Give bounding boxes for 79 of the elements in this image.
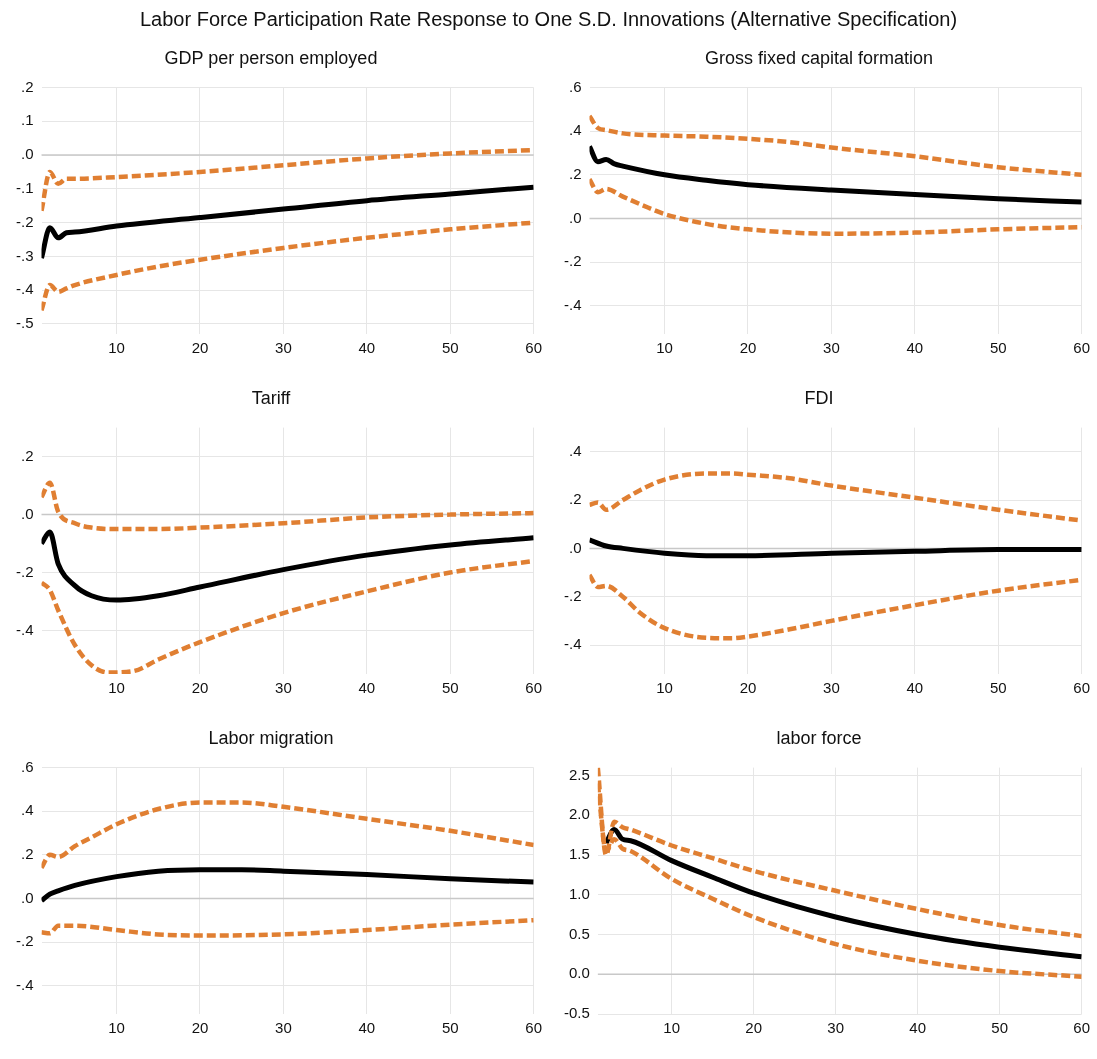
y-tick-label: 0.5 xyxy=(568,924,590,942)
y-tick-label: .2 xyxy=(20,77,34,95)
x-tick-label: 60 xyxy=(525,1019,542,1037)
x-tick-label: 60 xyxy=(525,339,542,357)
y-tick-label: .4 xyxy=(568,121,582,139)
x-tick-label: 60 xyxy=(1073,1019,1090,1037)
y-tick-label: -.4 xyxy=(15,620,34,638)
y-tick-label: -.4 xyxy=(15,975,34,993)
x-tick-label: 20 xyxy=(191,1019,209,1037)
x-tick-label: 50 xyxy=(989,679,1007,697)
x-tick-label: 40 xyxy=(358,679,376,697)
y-tick-label: -.2 xyxy=(15,932,34,950)
x-tick-label: 30 xyxy=(275,679,292,697)
x-tick-label: 40 xyxy=(358,339,376,357)
x-tick-label: 40 xyxy=(906,339,924,357)
chart-title: Labor migration xyxy=(208,727,334,748)
y-tick-label: -.2 xyxy=(15,212,34,230)
y-tick-label: .2 xyxy=(568,164,582,182)
y-tick-label: .2 xyxy=(20,446,34,464)
y-tick-label: -.5 xyxy=(15,314,34,332)
y-tick-label: 1.0 xyxy=(568,884,590,902)
x-tick-label: 40 xyxy=(358,1019,376,1037)
y-tick-label: .0 xyxy=(568,538,582,556)
chart-title: GDP per person employed xyxy=(164,47,378,68)
y-tick-label: -.1 xyxy=(15,179,34,196)
x-tick-label: 10 xyxy=(663,1019,680,1037)
y-tick-label: .6 xyxy=(20,757,34,775)
y-tick-label: .2 xyxy=(20,844,34,862)
y-tick-label: .0 xyxy=(568,208,582,226)
y-tick-label: 2.0 xyxy=(568,805,590,823)
x-tick-label: 20 xyxy=(739,339,757,357)
x-tick-label: 60 xyxy=(525,679,542,697)
x-tick-label: 10 xyxy=(656,339,673,357)
x-tick-label: 60 xyxy=(1073,679,1090,697)
y-tick-label: -.4 xyxy=(563,635,582,653)
y-tick-label: .0 xyxy=(20,504,34,522)
x-tick-label: 50 xyxy=(441,679,459,697)
x-tick-label: 50 xyxy=(441,339,459,357)
x-tick-label: 30 xyxy=(823,339,840,357)
chart-title: labor force xyxy=(776,727,862,748)
x-tick-label: 30 xyxy=(827,1019,844,1037)
x-tick-label: 20 xyxy=(191,679,209,697)
chart-title: Tariff xyxy=(251,387,292,408)
x-tick-label: 30 xyxy=(275,339,292,357)
x-tick-label: 50 xyxy=(989,339,1007,357)
y-tick-label: .0 xyxy=(20,888,34,906)
y-tick-label: .1 xyxy=(20,111,34,129)
x-tick-label: 30 xyxy=(823,679,840,697)
y-tick-label: .2 xyxy=(568,490,582,508)
y-tick-label: -.2 xyxy=(15,562,34,580)
chart-title: Gross fixed capital formation xyxy=(704,47,934,68)
y-tick-label: -.4 xyxy=(15,280,34,298)
y-tick-label: .6 xyxy=(568,77,582,95)
x-tick-label: 10 xyxy=(656,679,673,697)
x-tick-label: 40 xyxy=(906,679,924,697)
x-tick-label: 10 xyxy=(108,679,125,697)
x-tick-label: 10 xyxy=(108,1019,125,1037)
x-tick-label: 50 xyxy=(991,1019,1008,1037)
y-tick-label: -0.5 xyxy=(563,1004,590,1022)
x-tick-label: 20 xyxy=(191,339,209,357)
y-tick-label: 1.5 xyxy=(568,845,590,863)
y-tick-label: -.4 xyxy=(563,295,582,313)
x-tick-label: 20 xyxy=(739,679,757,697)
y-tick-label: .4 xyxy=(20,801,34,819)
chart-title: FDI xyxy=(804,387,834,408)
x-tick-label: 60 xyxy=(1073,339,1090,357)
y-tick-label: -.3 xyxy=(15,246,34,264)
y-tick-label: .4 xyxy=(568,441,582,459)
y-tick-label: -.2 xyxy=(563,586,582,604)
y-tick-label: -.2 xyxy=(563,252,582,270)
y-tick-label: .0 xyxy=(20,145,34,163)
x-tick-label: 50 xyxy=(441,1019,459,1037)
y-tick-label: 2.5 xyxy=(568,765,590,783)
text: Labor Force Participation Rate Response to One S.D. Innovations (Alternative Specification) xyxy=(138,7,959,32)
x-tick-label: 20 xyxy=(745,1019,762,1037)
x-tick-label: 10 xyxy=(108,339,125,357)
x-tick-label: 40 xyxy=(909,1019,926,1037)
y-tick-label: 0.0 xyxy=(568,964,590,982)
x-tick-label: 30 xyxy=(275,1019,292,1037)
